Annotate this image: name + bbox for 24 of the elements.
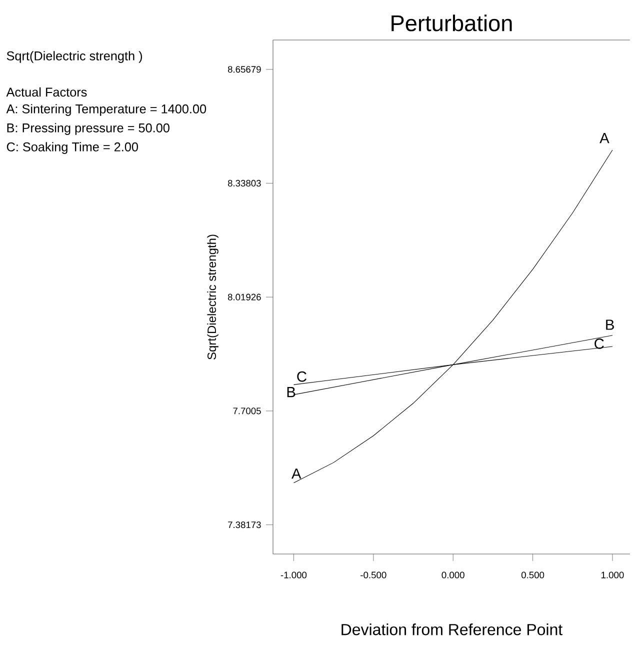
y-tick-label: 7.7005 (233, 408, 261, 414)
series-label: B (287, 387, 296, 398)
y-axis-title: Sqrt(Dielectric strength) (207, 234, 218, 360)
text: A (600, 133, 610, 144)
x-tick-label: -0.500 (360, 572, 386, 578)
series-label: A (292, 468, 302, 479)
series-label: C (594, 338, 604, 349)
text: C (297, 371, 306, 382)
y-tick-label: 7.38173 (228, 522, 261, 528)
x-tick-label: 0.500 (521, 572, 544, 578)
text: B (606, 320, 614, 330)
x-tick-label: -1.000 (280, 572, 307, 578)
text: B: Pressing pressure = 50.00 (7, 123, 170, 135)
y-tick-label: 8.65679 (228, 66, 261, 73)
x-axis-title: Deviation from Reference Point (342, 623, 562, 636)
chart-title: Perturbation (392, 14, 512, 32)
y-tick-label: 8.01926 (228, 294, 261, 300)
x-tick-label: 0.000 (442, 572, 464, 578)
text: C: Soaking Time = 2.00 (6, 142, 138, 154)
text: Sqrt(Dielectric strength ) (6, 51, 142, 63)
text: A: Sintering Temperature = 1400.00 (6, 104, 206, 116)
text: Actual Factors (6, 87, 87, 97)
x-tick-label: 1.000 (602, 572, 624, 578)
y-tick-label: 8.33803 (228, 180, 261, 187)
